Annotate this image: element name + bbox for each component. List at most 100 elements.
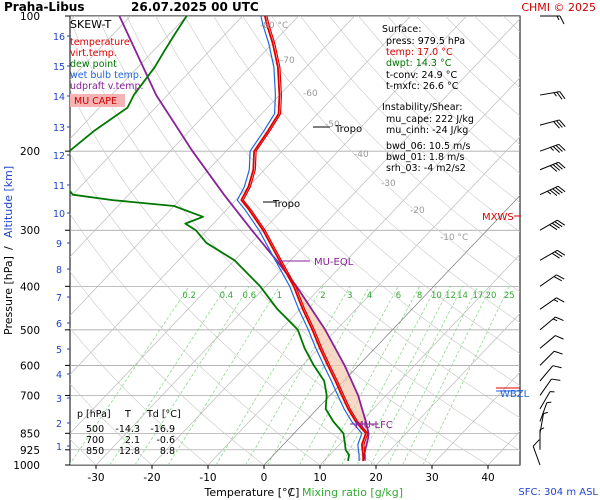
dry-adiabat — [300, 16, 520, 233]
wind-barb — [539, 143, 566, 153]
altitude-tick: 3 — [56, 394, 62, 405]
wind-barb — [539, 249, 566, 261]
pressure-tick-925: 925 — [20, 445, 40, 457]
altitude-tick: 4 — [56, 370, 62, 381]
altitude-tick: 12 — [53, 151, 65, 162]
sfc-label: SFC: 304 m ASL — [518, 487, 598, 498]
temp-tick: 10 — [313, 472, 326, 484]
table-row-700-p: 700 — [86, 435, 104, 446]
station-name: Praha-Libus — [4, 0, 84, 14]
wind-barb — [539, 274, 565, 287]
y-axis-label: Pressure [hPa] — [2, 256, 15, 335]
table-row-850-t: 12.8 — [119, 446, 140, 457]
dry-adiabat — [70, 327, 209, 465]
wetbulb-curve — [236, 16, 363, 461]
instability-bwd-06: bwd_06: 10.5 m/s — [386, 141, 471, 152]
table-header-td: Td [°C] — [146, 409, 181, 420]
mixing-ratio-line — [322, 286, 420, 465]
isotherm — [431, 371, 520, 465]
instability-mu-cinh: mu_cinh: -24 J/kg — [386, 125, 468, 136]
mixing-ratio-label: 17 — [473, 291, 484, 301]
dry-adiabat — [329, 16, 520, 203]
instability-heading: Instability/Shear: — [382, 102, 462, 113]
isotherm — [95, 18, 520, 465]
wind-barbs — [532, 15, 566, 466]
mixing-ratio-label: 14 — [457, 291, 468, 301]
pressure-tick-1000: 1000 — [13, 460, 40, 472]
x-axis-separator: / — [289, 486, 293, 499]
wind-barb — [539, 365, 562, 382]
mu-eql-label: MU-EQL — [314, 257, 354, 268]
dry-adiabat — [70, 383, 153, 465]
isotherm — [0, 16, 19, 465]
dry-adiabat — [70, 213, 321, 465]
legend-item-dew-point: dew point — [70, 59, 117, 70]
isotherm — [375, 312, 520, 465]
legend-badge-bg — [70, 94, 125, 107]
wind-barb — [539, 411, 548, 434]
mixing-ratio-label: 3 — [347, 291, 352, 301]
dry-adiabat — [242, 16, 520, 293]
table-row-500-p: 500 — [86, 424, 104, 435]
wind-barb — [539, 219, 566, 231]
mu-lfc-label: MU-LFC — [355, 420, 393, 431]
tropo-lower-label: Tropo — [272, 199, 300, 210]
dry-adiabat — [213, 16, 520, 323]
legend-title: SKEW-T — [70, 18, 112, 31]
wind-barb — [539, 91, 566, 100]
table-row-850-p: 850 — [86, 446, 104, 457]
isotherm — [70, 16, 243, 199]
mixing-ratio-line — [109, 286, 227, 465]
isotherm — [70, 16, 299, 258]
isotherm-label: -60 — [303, 89, 318, 99]
table-header-p: p [hPa] — [77, 409, 111, 420]
datetime: 26.07.2025 00 UTC — [131, 0, 259, 14]
altitude-tick: 9 — [56, 239, 62, 250]
wind-barb — [540, 15, 565, 25]
surface-heading: Surface: — [382, 24, 421, 35]
altitude-tick: 2 — [56, 419, 62, 430]
temp-tick: -10 — [199, 472, 216, 484]
isotherm-label: -20 — [410, 206, 425, 216]
mixing-ratio-label: 0.2 — [182, 291, 196, 301]
wind-barb — [539, 391, 555, 410]
credit: CHMI © 2025 — [521, 1, 596, 14]
isotherm-label: -30 — [381, 179, 396, 189]
surface-temp: temp: 17.0 °C — [386, 47, 453, 58]
altitude-tick: 13 — [53, 123, 65, 134]
mixing-ratio-label: 4 — [367, 291, 372, 301]
isotherm — [319, 253, 520, 465]
mixing-ratio-label: 0.6 — [243, 291, 257, 301]
dry-adiabat — [70, 271, 265, 465]
wind-barb — [539, 427, 545, 450]
isotherm — [151, 77, 520, 465]
wind-barb — [539, 350, 563, 366]
mixing-ratio-label: 2 — [320, 291, 325, 301]
wind-barb — [539, 401, 552, 422]
y-axis-label-altitude: Altitude [km] — [2, 166, 15, 238]
surface-dwpt: dwpt: 14.3 °C — [386, 58, 452, 69]
wind-barb — [532, 439, 541, 466]
pressure-tick-400: 400 — [20, 281, 40, 293]
temp-tick: 20 — [369, 472, 382, 484]
mixing-ratio-line — [70, 286, 190, 465]
table-header-t: T — [124, 409, 131, 420]
dry-adiabat — [97, 16, 520, 451]
surface-tconv: t-conv: 24.9 °C — [386, 70, 457, 81]
virt-temp-curve — [242, 16, 369, 461]
isotherm — [544, 16, 600, 465]
altitude-tick: 10 — [53, 209, 65, 220]
wbzl-label: WBZL — [500, 389, 530, 400]
table-row-500-t: -14.3 — [115, 424, 140, 435]
table-row-700-td: -0.6 — [156, 435, 175, 446]
isotherm-label: -10 °C — [440, 233, 468, 243]
pressure-tick-100: 100 — [20, 11, 40, 23]
altitude-tick: 6 — [56, 319, 62, 330]
altitude-tick: 5 — [56, 345, 62, 356]
pressure-tick-500: 500 — [20, 325, 40, 337]
altitude-tick: 15 — [53, 62, 65, 73]
pressure-tick-200: 200 — [20, 146, 40, 158]
legend-item-temperature: temperature — [70, 37, 130, 48]
isotherm — [70, 16, 355, 317]
mixing-ratio-label: 20 — [486, 291, 497, 301]
